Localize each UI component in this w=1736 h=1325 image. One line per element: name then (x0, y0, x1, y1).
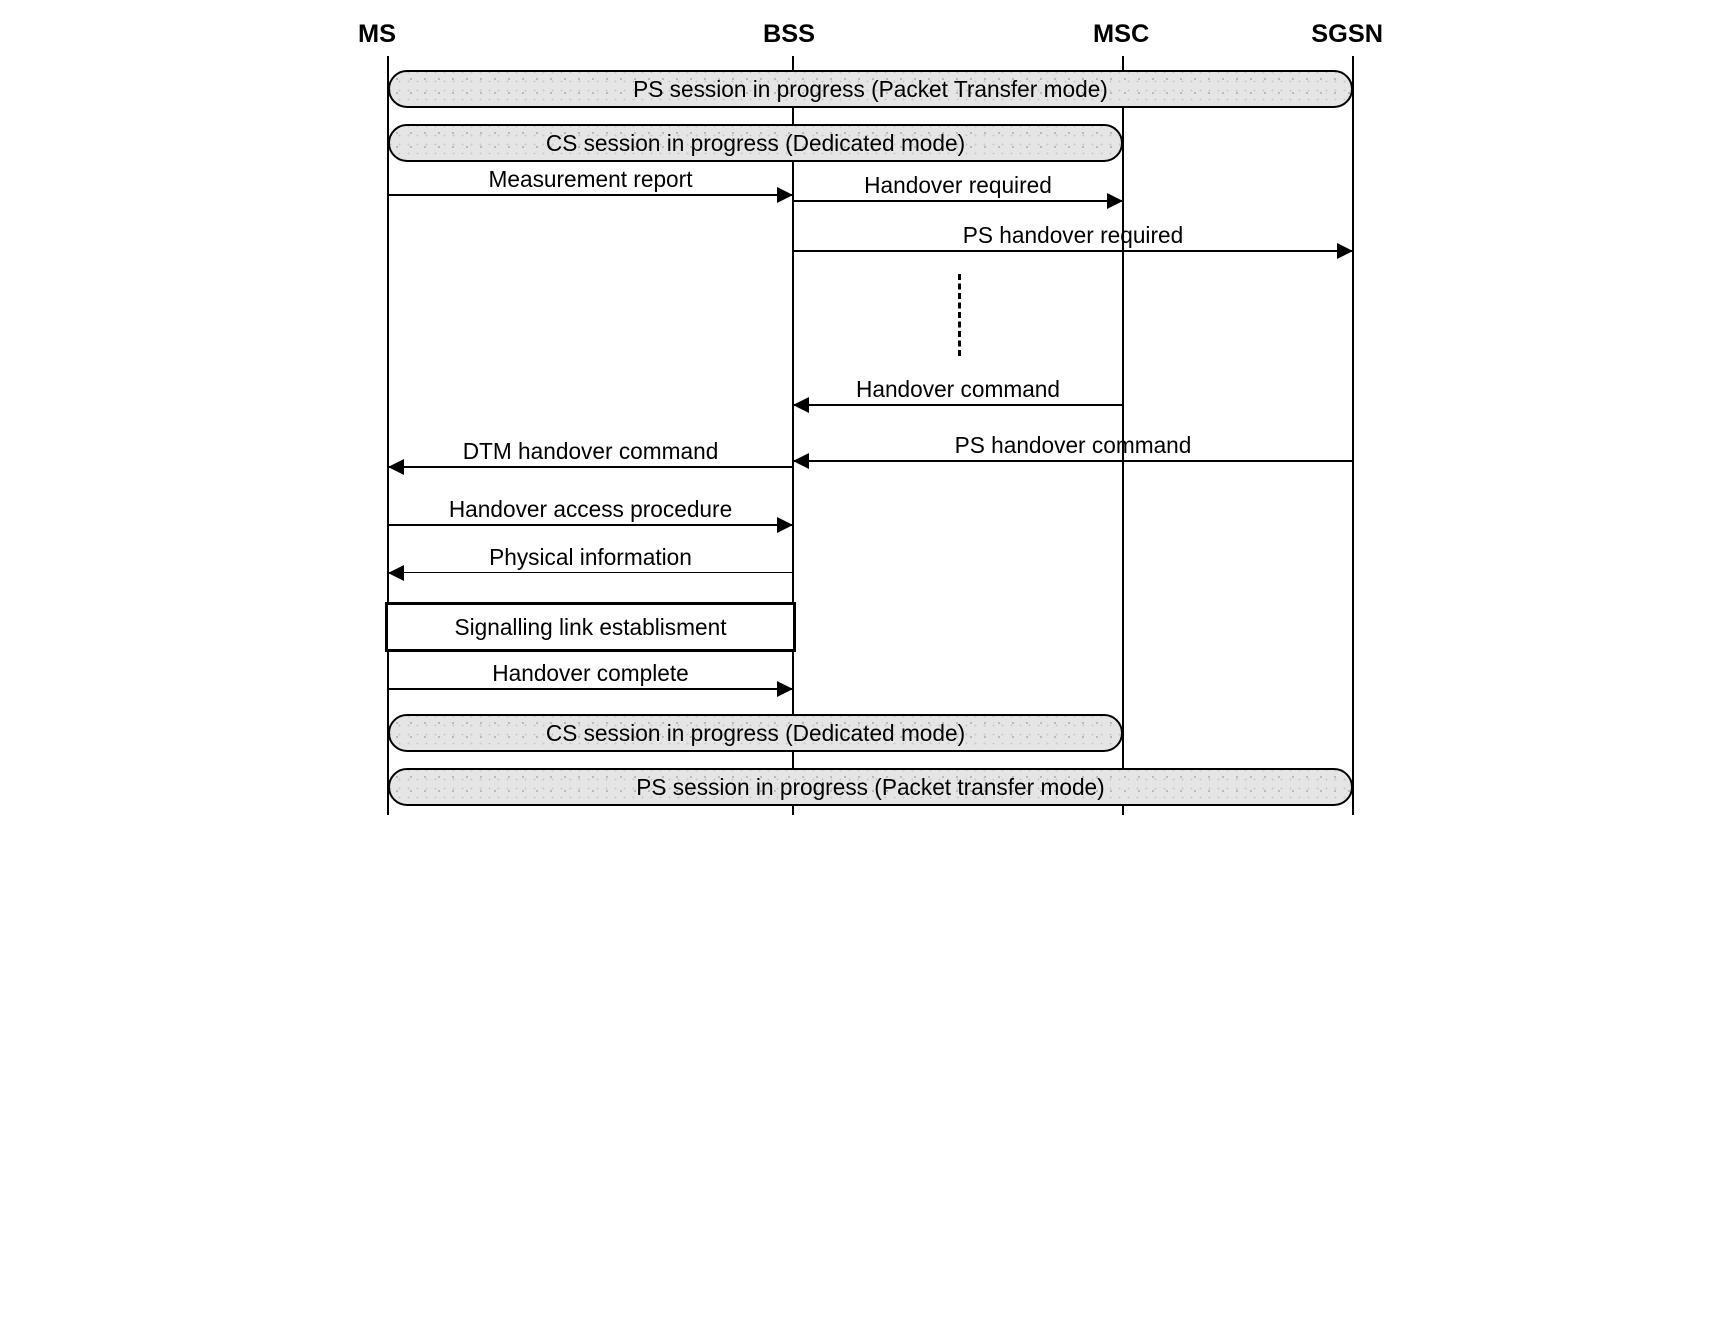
session-band-cs-top: CS session in progress (Dedicated mode) (388, 124, 1123, 162)
message-line-ho-access (388, 524, 793, 526)
message-label-ho-complete: Handover complete (388, 660, 793, 687)
session-band-ps-bot: PS session in progress (Packet transfer … (388, 768, 1353, 806)
message-label-ho-access: Handover access procedure (388, 496, 793, 523)
message-label-ho-command: Handover command (793, 376, 1123, 403)
message-line-meas-report (388, 194, 793, 196)
activity-box-text: Signalling link establisment (454, 614, 726, 641)
message-label-phys-info: Physical information (388, 544, 793, 571)
message-label-ho-required: Handover required (793, 172, 1123, 199)
session-band-text: PS session in progress (Packet Transfer … (633, 76, 1108, 103)
message-line-ps-ho-required (793, 250, 1353, 252)
message-label-ps-ho-required: PS handover required (793, 222, 1353, 249)
lifeline-label-bss: BSS (763, 20, 815, 49)
message-line-phys-info (388, 572, 793, 573)
message-line-ho-required (793, 200, 1123, 202)
session-band-text: CS session in progress (Dedicated mode) (546, 720, 965, 747)
message-line-dtm-ho-command (388, 466, 793, 468)
message-line-ps-ho-command (793, 460, 1353, 462)
session-band-ps-top: PS session in progress (Packet Transfer … (388, 70, 1353, 108)
message-line-ho-command (793, 404, 1123, 406)
message-label-ps-ho-command: PS handover command (793, 432, 1353, 459)
lifeline-label-ms: MS (358, 20, 396, 49)
session-band-text: PS session in progress (Packet transfer … (636, 774, 1104, 801)
session-band-text: CS session in progress (Dedicated mode) (546, 130, 965, 157)
lifeline-label-sgsn: SGSN (1311, 20, 1383, 49)
time-gap-dashed (958, 274, 961, 356)
message-label-meas-report: Measurement report (388, 166, 793, 193)
activity-box-sig-link: Signalling link establisment (385, 602, 796, 652)
message-line-ho-complete (388, 688, 793, 690)
sequence-diagram: MS BSS MSC SGSN PS session in progress (Pack… (348, 20, 1388, 815)
message-label-dtm-ho-command: DTM handover command (388, 438, 793, 465)
session-band-cs-bot: CS session in progress (Dedicated mode) (388, 714, 1123, 752)
lifeline-label-msc: MSC (1093, 20, 1149, 49)
